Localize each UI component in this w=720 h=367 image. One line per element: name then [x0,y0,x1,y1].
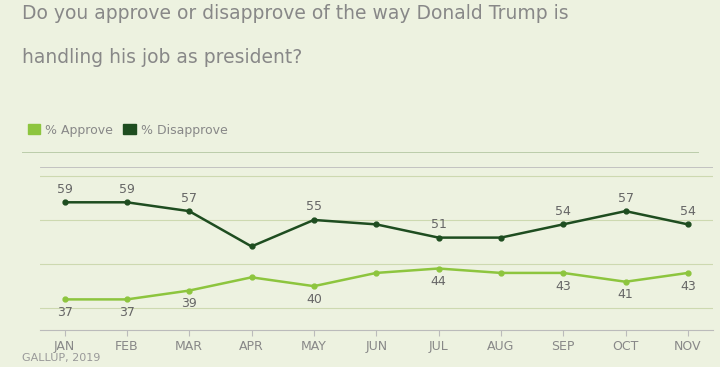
Text: 59: 59 [119,183,135,196]
Text: 37: 37 [57,306,73,319]
Text: 59: 59 [57,183,73,196]
Text: 51: 51 [431,218,446,231]
Text: 41: 41 [618,288,634,301]
Text: Do you approve or disapprove of the way Donald Trump is: Do you approve or disapprove of the way … [22,4,568,23]
Text: 40: 40 [306,293,322,306]
Text: 43: 43 [555,280,571,292]
Text: handling his job as president?: handling his job as president? [22,48,302,67]
Text: 57: 57 [618,192,634,204]
Text: 54: 54 [680,205,696,218]
Text: 39: 39 [181,297,197,310]
Text: 44: 44 [431,275,446,288]
Text: GALLUP, 2019: GALLUP, 2019 [22,353,100,363]
Text: 37: 37 [119,306,135,319]
Text: 54: 54 [555,205,571,218]
Text: 57: 57 [181,192,197,204]
Text: 43: 43 [680,280,696,292]
Legend: % Approve, % Disapprove: % Approve, % Disapprove [28,124,228,137]
Text: 55: 55 [306,200,322,213]
